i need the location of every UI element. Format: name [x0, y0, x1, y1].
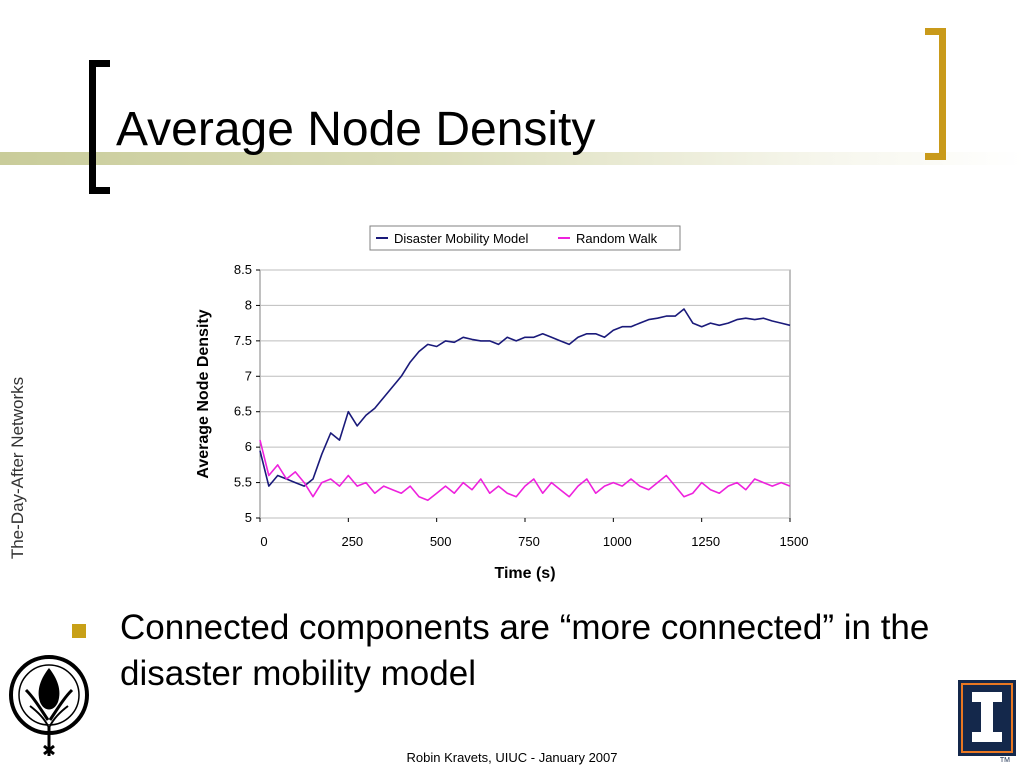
- svg-text:TM: TM: [1000, 757, 1010, 764]
- x-tick-label: 1250: [691, 534, 720, 549]
- title-band: [0, 152, 1024, 165]
- y-axis-label: Average Node Density: [195, 309, 212, 478]
- uiuc-block-i-icon: TM: [958, 680, 1016, 764]
- y-tick-label: 5: [245, 510, 252, 525]
- bullet-marker: [72, 624, 86, 638]
- y-tick-label: 8: [245, 297, 252, 312]
- y-tick-label: 7: [245, 368, 252, 383]
- series-line-2: [259, 439, 791, 502]
- x-tick-label: 500: [430, 534, 452, 549]
- y-tick-label: 8.5: [234, 262, 252, 277]
- y-tick-label: 7.5: [234, 333, 252, 348]
- x-tick-label: 1000: [603, 534, 632, 549]
- x-tick-label: 0: [260, 534, 267, 549]
- x-tick-label: 250: [341, 534, 363, 549]
- plot-area: [259, 269, 791, 519]
- chart: 5 5.5 6 6.5 7 7.5 8 8.5 0 250 500 750 1000 1250 1500 Ti…: [195, 225, 809, 582]
- x-axis-label: Time (s): [494, 565, 555, 582]
- phoenix-logo-icon: [9, 655, 89, 756]
- legend-label: Random Walk: [576, 231, 658, 246]
- footer-text: Robin Kravets, UIUC - January 2007: [406, 750, 618, 765]
- x-tick-label: 750: [518, 534, 540, 549]
- y-tick-label: 5.5: [234, 475, 252, 490]
- bullet-text: Connected components are “more connected…: [120, 608, 930, 693]
- legend-label: Disaster Mobility Model: [394, 231, 528, 246]
- y-tick-label: 6.5: [234, 404, 252, 419]
- y-tick-label: 6: [245, 439, 252, 454]
- side-label: The-Day-After Networks: [8, 376, 27, 560]
- series-line-1: [259, 308, 791, 487]
- x-tick-label: 1500: [780, 534, 809, 549]
- right-bracket-decoration: [925, 28, 946, 160]
- left-bracket-decoration: [89, 60, 110, 194]
- legend-box: [369, 225, 681, 251]
- slide-title: Average Node Density: [116, 103, 596, 156]
